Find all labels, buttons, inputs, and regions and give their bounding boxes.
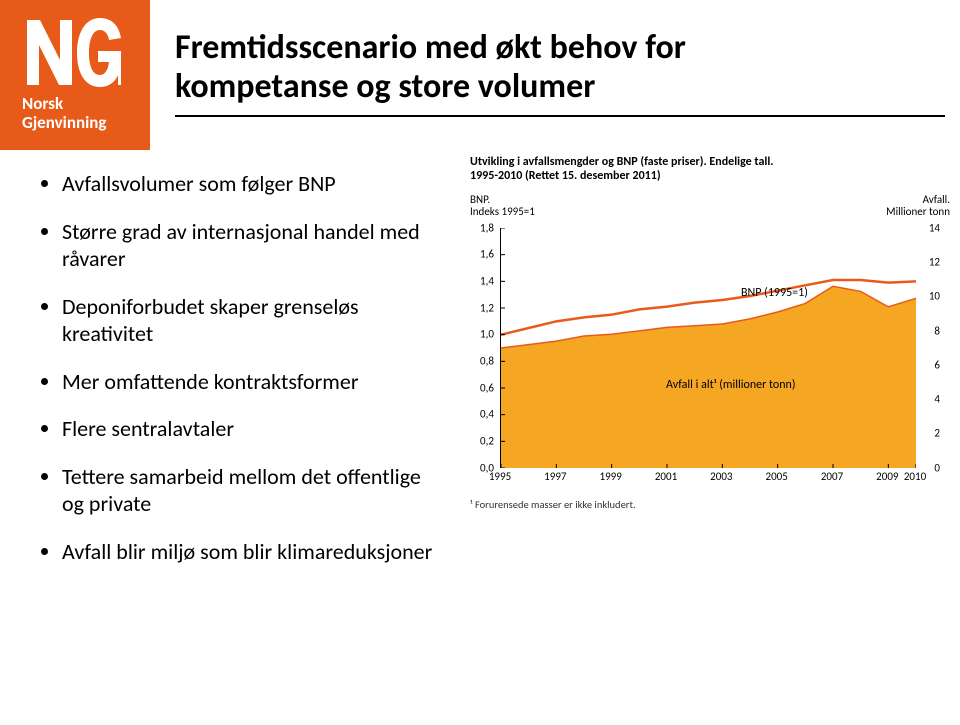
y-right-tick: 14 [929, 221, 940, 234]
chart-caption-line1: Utvikling i avfallsmengder og BNP (faste… [470, 155, 950, 169]
logo-text-line2: Gjenvinning [22, 114, 106, 133]
slide-title-line2: kompetanse og store volumer [175, 67, 686, 106]
series-label-avfall: Avfall i alt¹ (millioner tonn) [666, 378, 795, 392]
bullet-item: Deponiforbudet skaper grenseløs kreativi… [62, 293, 442, 348]
logo-ng-icon [22, 15, 122, 90]
logo-text-line1: Norsk [22, 95, 106, 114]
chart-footnote: ¹ Forurensede masser er ikke inkludert. [470, 498, 950, 511]
slide-title-line1: Fremtidsscenario med økt behov for [175, 28, 686, 67]
y-right-tick: 10 [929, 290, 940, 303]
x-tick: 2010 [904, 470, 926, 492]
bullet-item: Flere sentralavtaler [62, 415, 442, 443]
chart-svg [501, 228, 916, 468]
y-right-tick: 12 [929, 256, 940, 269]
y-left-tick: 0,2 [480, 435, 494, 448]
plot-region: BNP (1995=1) Avfall i alt¹ (millioner to… [500, 228, 915, 468]
x-tick: 2009 [876, 470, 898, 492]
chart-box: BNP. Indeks 1995=1 Avfall. Millioner ton… [470, 190, 950, 490]
y-left-tick: 0,4 [480, 408, 494, 421]
y-left-tick: 1,4 [480, 275, 494, 288]
y-left-tick: 0,8 [480, 355, 494, 368]
x-tick: 2003 [710, 470, 732, 492]
x-tick: 1999 [600, 470, 622, 492]
slide-title: Fremtidsscenario med økt behov for kompe… [175, 28, 686, 106]
x-tick: 1997 [544, 470, 566, 492]
y-right-tick: 2 [934, 427, 940, 440]
y-left-tick: 1,0 [480, 328, 494, 341]
y-right-tick: 6 [934, 358, 940, 371]
y-axis-left-label: BNP. Indeks 1995=1 [470, 194, 535, 218]
x-tick: 2007 [821, 470, 843, 492]
chart-caption-line2: 1995-2010 (Rettet 15. desember 2011) [470, 169, 950, 183]
bullet-item: Større grad av internasjonal handel med … [62, 218, 442, 273]
x-tick: 2001 [655, 470, 677, 492]
chart: Utvikling i avfallsmengder og BNP (faste… [470, 155, 950, 511]
logo: Norsk Gjenvinning [0, 0, 150, 150]
series-label-bnp: BNP (1995=1) [741, 286, 808, 300]
bullet-item: Mer omfattende kontraktsformer [62, 368, 442, 396]
bullet-item: Tettere samarbeid mellom det offentlige … [62, 463, 442, 518]
title-underline [175, 115, 945, 117]
y-axis-right-label: Avfall. Millioner tonn [886, 194, 950, 218]
chart-caption: Utvikling i avfallsmengder og BNP (faste… [470, 155, 950, 184]
x-tick: 1995 [489, 470, 511, 492]
y-left-tick: 1,6 [480, 248, 494, 261]
logo-text: Norsk Gjenvinning [22, 95, 106, 132]
y-right-tick: 4 [934, 393, 940, 406]
bullet-list: Avfallsvolumer som følger BNP Større gra… [42, 170, 442, 585]
x-tick: 2005 [766, 470, 788, 492]
y-right-tick: 0 [934, 461, 940, 474]
bullet-item: Avfall blir miljø som blir klimareduksjo… [62, 538, 442, 566]
y-left-tick: 1,8 [480, 221, 494, 234]
y-left-tick: 1,2 [480, 301, 494, 314]
y-left-tick: 0,6 [480, 381, 494, 394]
bullet-item: Avfallsvolumer som følger BNP [62, 170, 442, 198]
y-right-tick: 8 [934, 324, 940, 337]
